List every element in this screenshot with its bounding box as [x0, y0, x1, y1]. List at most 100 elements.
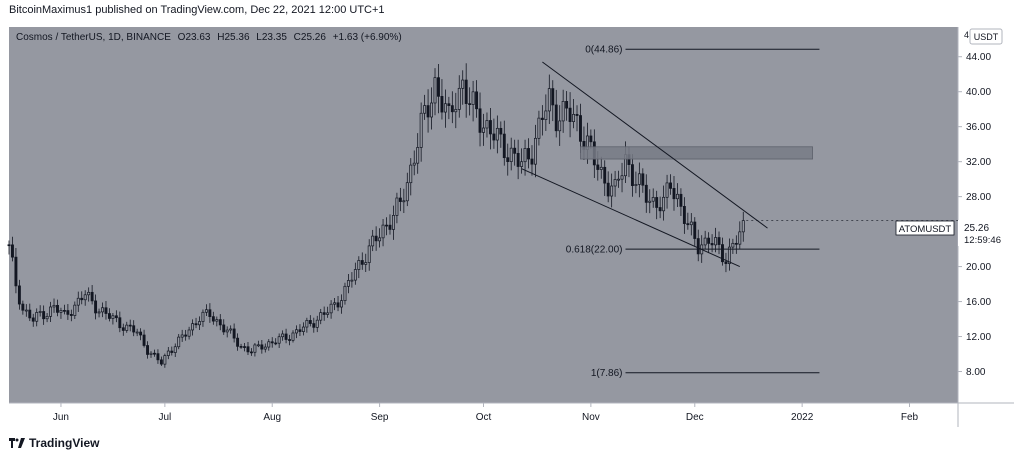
candle-body: [66, 310, 70, 315]
candle-body: [644, 184, 648, 203]
candle-body: [662, 196, 666, 212]
resistance-zone[interactable]: [580, 146, 813, 160]
candle-body: [132, 325, 136, 333]
candle-body: [669, 182, 672, 189]
candle-body: [554, 104, 558, 132]
candle-body: [14, 256, 18, 287]
candle-body: [589, 135, 593, 143]
candle-body: [232, 328, 236, 339]
candle-body: [31, 317, 35, 322]
candle-body: [42, 311, 46, 320]
candle-body: [218, 319, 222, 326]
candle-body: [537, 117, 541, 139]
candle-body: [236, 337, 240, 347]
candle-body: [353, 269, 357, 281]
legend-high-value: 25.36: [224, 32, 249, 43]
candle-body: [454, 109, 458, 113]
x-tick-label: Sep: [371, 412, 389, 423]
candle-body: [173, 346, 177, 353]
plot-area[interactable]: [9, 27, 958, 403]
y-tick-label: 36.00: [966, 122, 991, 133]
candle-body: [565, 101, 569, 109]
candle-body: [156, 353, 160, 361]
candle-body: [225, 329, 229, 333]
candle-body: [177, 336, 181, 348]
candle-body: [606, 182, 610, 197]
candle-body: [153, 352, 156, 355]
candle-body: [56, 304, 59, 313]
y-tick-label: 28.00: [966, 192, 991, 203]
candle-body: [610, 185, 614, 197]
candle-body: [69, 314, 73, 316]
candle-body: [246, 346, 250, 353]
candle-body: [59, 310, 63, 313]
candle-body: [468, 103, 472, 105]
candle-body: [267, 341, 271, 348]
candle-body: [357, 260, 361, 270]
legend-close-value: 25.26: [301, 32, 326, 43]
trend-line-lower-support[interactable]: [521, 168, 741, 268]
candle-body: [118, 317, 122, 329]
ticker-label: ATOMUSDT: [899, 224, 952, 235]
legend-low-label: L: [256, 32, 262, 43]
candle-body: [731, 242, 735, 248]
candle-body: [170, 350, 174, 353]
fib-level-label: 0.618(22.00): [566, 245, 623, 256]
candle-body: [402, 200, 406, 203]
tradingview-logo-icon: [9, 438, 25, 448]
candle-body: [149, 352, 153, 355]
trend-line-upper-resistance[interactable]: [542, 61, 768, 229]
candle-body: [599, 166, 603, 170]
candle-body: [547, 88, 551, 112]
x-tick-label: Aug: [263, 412, 281, 423]
candle-body: [488, 120, 492, 135]
x-tick-label: Nov: [582, 412, 600, 423]
candle-body: [249, 351, 253, 354]
candle-body: [412, 162, 416, 166]
candle-body: [419, 112, 423, 148]
y-tick-label: 44.00: [966, 52, 991, 63]
candle-body: [322, 312, 326, 315]
candle-body: [516, 152, 520, 167]
candle-body: [648, 200, 652, 203]
price-axis-bg[interactable]: [958, 27, 1014, 403]
candle-body: [385, 224, 388, 227]
time-axis-bg[interactable]: [9, 403, 1014, 427]
candle-body: [163, 355, 167, 365]
candle-body: [381, 224, 385, 239]
candle-body: [551, 88, 555, 106]
candle-body: [714, 237, 718, 246]
candle-body: [499, 127, 503, 135]
legend-symbol: Cosmos / TetherUS, 1D, BINANCE: [16, 32, 171, 43]
candle-body: [395, 197, 399, 216]
publisher-caption: BitcoinMaximus1 published on TradingView…: [9, 4, 385, 16]
currency-button[interactable]: [969, 28, 1003, 45]
candle-body: [464, 79, 468, 104]
candle-body: [360, 260, 364, 265]
candle-body: [21, 303, 25, 311]
last-price-tag: [958, 220, 1014, 246]
x-tick-label: Dec: [686, 412, 704, 423]
candle-body: [509, 147, 513, 162]
candle-body: [35, 312, 39, 322]
candle-body: [416, 147, 420, 164]
candle-body: [433, 77, 437, 104]
candle-body: [561, 101, 565, 122]
candle-body: [398, 197, 402, 202]
y-tick-label: 32.00: [966, 157, 991, 168]
candle-body: [198, 321, 201, 326]
candle-body: [721, 244, 724, 263]
price-axis-top-stub: 4: [964, 30, 969, 40]
candle-body: [62, 310, 66, 312]
candle-body: [738, 231, 742, 245]
currency-label: USDT: [974, 32, 999, 42]
candle-body: [28, 309, 32, 319]
candle-body: [142, 334, 146, 346]
candle-body: [319, 312, 323, 321]
candle-body: [637, 173, 641, 185]
candle-body: [38, 311, 42, 313]
candle-body: [710, 243, 714, 246]
candle-body: [277, 336, 281, 344]
candle-body: [478, 108, 482, 133]
